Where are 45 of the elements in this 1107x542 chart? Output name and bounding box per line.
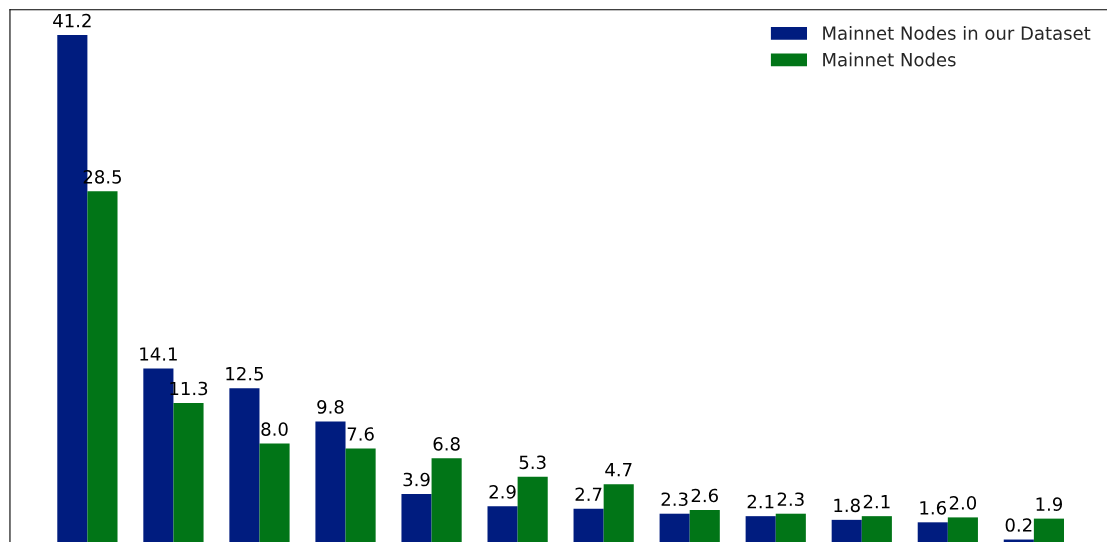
- data-label: 6.8: [433, 437, 460, 451]
- data-label: 8.0: [261, 422, 288, 436]
- data-label: 2.7: [575, 487, 602, 501]
- data-label: 12.5: [226, 366, 263, 381]
- bar: [487, 506, 518, 542]
- bar: [87, 191, 118, 542]
- data-label: 1.8: [834, 498, 860, 513]
- data-label: 2.6: [691, 488, 718, 503]
- bar: [917, 522, 948, 542]
- bar: [603, 484, 634, 542]
- bar: [659, 513, 690, 542]
- bar: [173, 402, 204, 542]
- data-label: 41.2: [53, 13, 91, 28]
- data-label: 7.6: [347, 427, 374, 441]
- data-label: 1.6: [920, 500, 946, 515]
- bar: [1033, 518, 1064, 542]
- data-label: 2.1: [863, 494, 890, 509]
- bar: [947, 517, 978, 542]
- data-label: 2.3: [777, 492, 804, 507]
- data-label: 2.9: [489, 485, 516, 499]
- bar: [401, 494, 432, 542]
- data-label: 1.9: [1036, 497, 1063, 511]
- bar: [775, 513, 806, 542]
- bar: [315, 421, 346, 542]
- bar: [229, 388, 260, 542]
- data-label: 3.9: [403, 472, 430, 487]
- bar: [345, 448, 376, 542]
- bar: [861, 516, 892, 542]
- data-label: 4.7: [605, 463, 632, 477]
- data-label: 5.3: [519, 455, 546, 470]
- data-label: 0.2: [1005, 518, 1032, 532]
- data-label: 2.3: [661, 492, 688, 507]
- data-label: 2.0: [949, 496, 977, 510]
- bar: [573, 508, 604, 542]
- bar: [517, 476, 548, 542]
- bar: [689, 510, 720, 542]
- legend-label: Mainnet Nodes in our Dataset: [823, 26, 1091, 40]
- bar: [431, 458, 462, 542]
- data-label: 9.8: [317, 400, 344, 414]
- bar: [259, 443, 290, 542]
- data-label: 2.1: [747, 494, 774, 509]
- bar: [745, 516, 776, 542]
- data-label: 14.1: [140, 347, 177, 361]
- legend-label: Mainnet Nodes: [823, 52, 956, 67]
- bar: [831, 519, 862, 542]
